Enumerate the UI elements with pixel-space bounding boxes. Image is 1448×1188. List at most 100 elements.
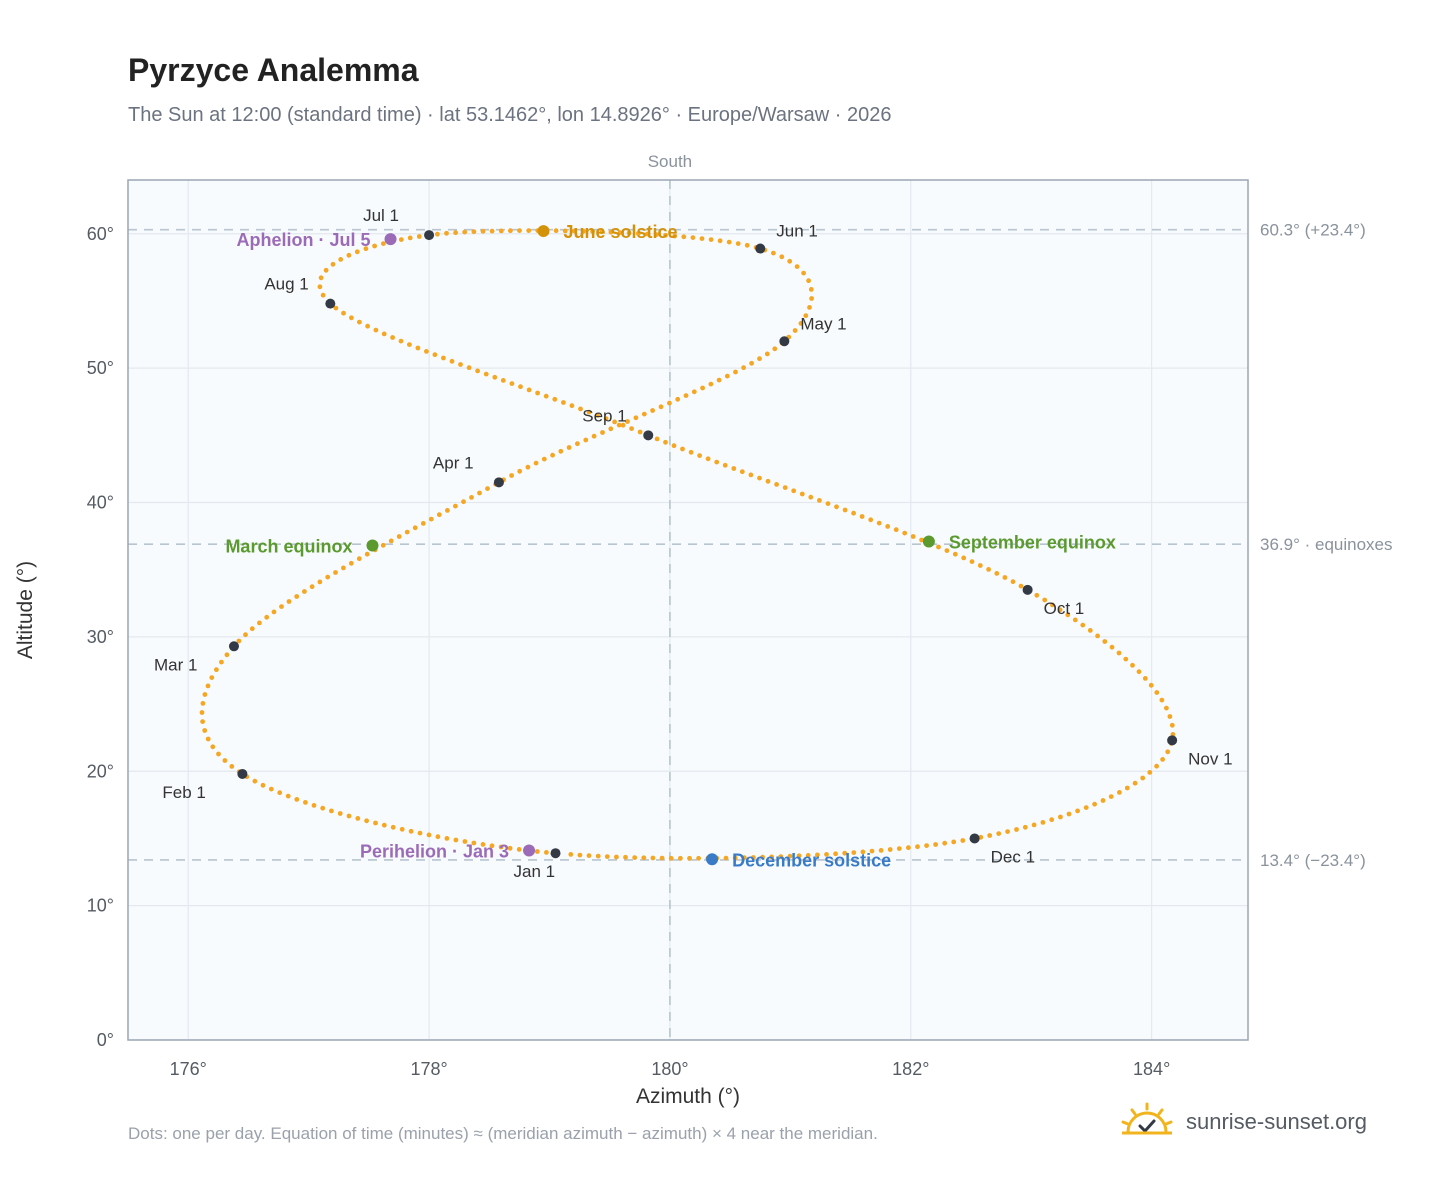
month-marker: [643, 430, 654, 441]
daily-dot: [338, 257, 344, 262]
daily-dot: [969, 559, 975, 564]
daily-dot: [441, 355, 446, 361]
daily-dot: [294, 797, 300, 802]
daily-dot: [1040, 820, 1046, 825]
daily-dot: [1132, 780, 1138, 786]
daily-dot: [471, 840, 477, 846]
y-tick-label: 10°: [87, 896, 114, 916]
daily-dot: [757, 356, 762, 362]
daily-dot: [632, 855, 638, 860]
daily-dot: [561, 400, 566, 405]
daily-dot: [209, 675, 215, 680]
daily-dot: [317, 579, 323, 585]
daily-dot: [449, 358, 455, 364]
daily-dot: [748, 472, 754, 478]
daily-dot: [708, 237, 714, 243]
daily-dot: [388, 538, 394, 544]
event-label: Aphelion · Jul 5: [237, 230, 371, 250]
daily-dot: [264, 614, 270, 620]
daily-dot: [533, 460, 539, 466]
daily-dot: [1130, 662, 1135, 668]
daily-dot: [348, 560, 354, 566]
daily-dot: [404, 529, 410, 535]
daily-dot: [809, 296, 814, 301]
month-label: Mar 1: [154, 655, 197, 674]
daily-dot: [1014, 827, 1019, 832]
daily-dot: [733, 369, 738, 375]
daily-dot: [1160, 757, 1165, 762]
daily-dot: [663, 232, 668, 238]
daily-dot: [626, 230, 632, 236]
daily-dot: [569, 403, 575, 409]
daily-dot: [355, 816, 361, 821]
daily-dot: [1124, 785, 1130, 791]
daily-dot: [688, 449, 694, 455]
daily-dot: [608, 426, 614, 432]
daily-dot: [483, 371, 489, 377]
daily-dot: [1136, 669, 1142, 675]
daily-dot: [851, 850, 857, 855]
event-marker: [366, 539, 379, 552]
daily-dot: [1002, 575, 1008, 580]
daily-dot: [675, 396, 681, 402]
daily-dot: [1159, 697, 1165, 703]
event-markers: June solstice December solstice March equi…: [225, 222, 1115, 870]
daily-dot: [453, 230, 458, 236]
daily-dot: [910, 534, 916, 539]
daily-dot: [268, 786, 274, 792]
daily-dot: [859, 514, 865, 519]
daily-dot: [641, 855, 647, 861]
daily-dot: [1087, 628, 1093, 633]
month-marker: [969, 833, 980, 844]
daily-dot: [654, 232, 659, 238]
daily-dot: [1165, 749, 1171, 755]
daily-dot: [807, 305, 812, 310]
daily-dot: [944, 548, 950, 553]
daily-dot: [869, 848, 875, 854]
y-tick-label: 60°: [87, 224, 114, 244]
daily-dot: [1140, 775, 1146, 781]
daily-dot: [199, 710, 205, 715]
daily-dot: [1164, 705, 1169, 711]
daily-dot: [354, 249, 360, 255]
month-label: Apr 1: [433, 453, 474, 472]
x-tick-label: 176°: [170, 1059, 207, 1079]
daily-dot: [751, 855, 756, 860]
daily-dot: [650, 855, 656, 861]
daily-dot: [507, 845, 513, 851]
month-marker: [755, 243, 766, 254]
y-tick-label: 30°: [87, 627, 114, 647]
daily-dot: [668, 855, 674, 861]
daily-dot: [471, 229, 477, 235]
x-tick-label: 184°: [1133, 1059, 1170, 1079]
daily-dot: [341, 565, 346, 571]
daily-dots: [199, 228, 1176, 861]
daily-dot: [1116, 650, 1122, 656]
y-tick-label: 0°: [97, 1030, 114, 1050]
daily-dot: [363, 246, 369, 252]
daily-dot: [1123, 656, 1129, 662]
daily-dot: [373, 820, 378, 826]
daily-dot: [373, 327, 379, 333]
daily-dot: [516, 847, 522, 852]
x-axis-label: Azimuth (°): [636, 1085, 740, 1108]
daily-dot: [716, 377, 722, 383]
daily-dot: [407, 235, 413, 241]
daily-dot: [390, 335, 395, 340]
daily-dot: [824, 852, 829, 857]
daily-dot: [356, 556, 362, 562]
month-label: May 1: [800, 314, 846, 333]
daily-dot: [885, 524, 891, 529]
daily-dot: [637, 429, 643, 435]
daily-dot: [518, 384, 523, 390]
daily-dot: [915, 844, 920, 850]
brand-logo[interactable]: sunrise-sunset.org: [1120, 1102, 1367, 1141]
event-label: September equinox: [949, 532, 1116, 552]
daily-dot: [415, 345, 421, 351]
month-label: Feb 1: [162, 783, 205, 802]
daily-dot: [687, 855, 692, 861]
daily-dot: [591, 433, 597, 439]
daily-dot: [453, 837, 459, 843]
reference-line-label: 36.9° · equinoxes: [1260, 535, 1393, 554]
daily-dot: [808, 287, 814, 292]
